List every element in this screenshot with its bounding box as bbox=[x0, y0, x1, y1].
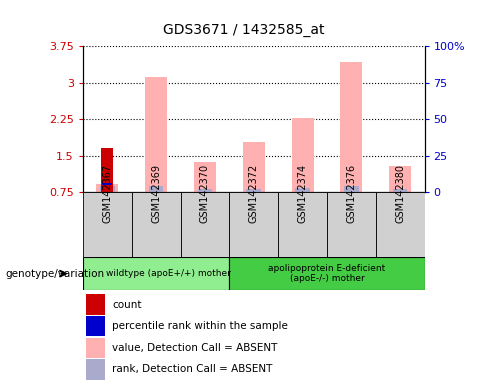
Bar bbox=[149, 186, 163, 192]
Bar bbox=[86, 316, 105, 336]
Text: value, Detection Call = ABSENT: value, Detection Call = ABSENT bbox=[112, 343, 277, 353]
Bar bbox=[100, 186, 115, 192]
Bar bbox=[86, 338, 105, 358]
Text: GSM142370: GSM142370 bbox=[200, 164, 210, 223]
Text: GSM142372: GSM142372 bbox=[249, 164, 259, 223]
Text: apolipoprotein E-deficient
(apoE-/-) mother: apolipoprotein E-deficient (apoE-/-) mot… bbox=[268, 264, 386, 283]
Bar bbox=[102, 183, 112, 185]
Bar bbox=[344, 186, 359, 192]
Bar bbox=[83, 192, 132, 257]
Text: percentile rank within the sample: percentile rank within the sample bbox=[112, 321, 288, 331]
Bar bbox=[181, 192, 229, 257]
Bar bbox=[132, 192, 181, 257]
Bar bbox=[145, 77, 167, 192]
Bar bbox=[229, 192, 278, 257]
Bar bbox=[102, 148, 114, 192]
Text: GSM142380: GSM142380 bbox=[395, 164, 405, 223]
Text: count: count bbox=[112, 300, 142, 310]
Bar bbox=[83, 257, 229, 290]
Bar bbox=[243, 142, 265, 192]
Text: GSM142374: GSM142374 bbox=[298, 164, 307, 223]
Bar bbox=[341, 62, 362, 192]
Bar bbox=[229, 257, 425, 290]
Text: GDS3671 / 1432585_at: GDS3671 / 1432585_at bbox=[163, 23, 325, 37]
Bar bbox=[292, 118, 314, 192]
Text: genotype/variation: genotype/variation bbox=[5, 268, 104, 279]
Bar bbox=[295, 188, 310, 192]
Bar bbox=[97, 184, 119, 192]
Bar bbox=[194, 162, 216, 192]
Bar bbox=[246, 189, 261, 192]
Bar bbox=[327, 192, 376, 257]
Bar bbox=[86, 359, 105, 380]
Bar bbox=[389, 166, 411, 192]
Text: GSM142376: GSM142376 bbox=[346, 164, 356, 223]
Text: GSM142367: GSM142367 bbox=[102, 164, 112, 223]
Bar bbox=[376, 192, 425, 257]
Bar bbox=[86, 294, 105, 315]
Text: GSM142369: GSM142369 bbox=[151, 164, 161, 223]
Text: rank, Detection Call = ABSENT: rank, Detection Call = ABSENT bbox=[112, 364, 272, 374]
Bar bbox=[393, 189, 407, 192]
Text: wildtype (apoE+/+) mother: wildtype (apoE+/+) mother bbox=[106, 269, 231, 278]
Bar bbox=[278, 192, 327, 257]
Bar bbox=[198, 189, 212, 192]
